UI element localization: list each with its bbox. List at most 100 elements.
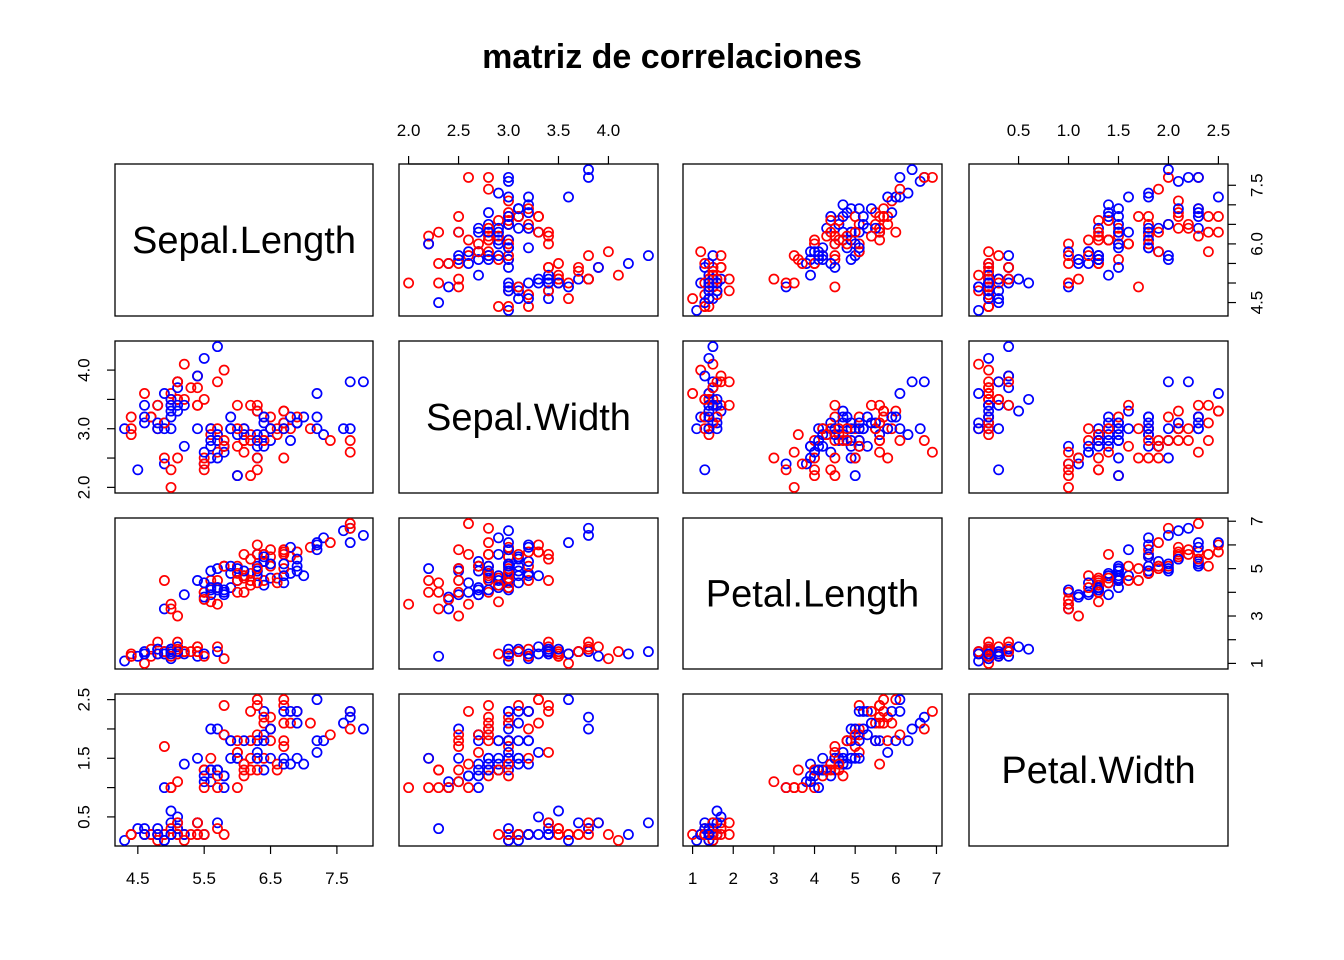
point-47-sepal-width-vs-petal-width bbox=[983, 411, 995, 423]
point-122-sepal-width-vs-sepal-length bbox=[344, 435, 356, 446]
point-93-petal-length-vs-sepal-width bbox=[433, 603, 445, 615]
point-87-petal-width-vs-sepal-length bbox=[251, 764, 263, 776]
point-125-petal-width-vs-sepal-width bbox=[523, 735, 534, 747]
point-137-petal-length-vs-sepal-length bbox=[258, 551, 270, 563]
point-98-petal-width-vs-petal-length bbox=[768, 776, 780, 788]
point-71-petal-length-vs-sepal-length bbox=[238, 586, 250, 598]
point-34-petal-length-vs-sepal-width bbox=[513, 646, 524, 658]
point-131-petal-length-vs-sepal-width bbox=[583, 529, 594, 541]
point-51-sepal-length-vs-petal-width bbox=[1113, 222, 1124, 234]
point-147-petal-width-vs-sepal-length bbox=[265, 723, 276, 735]
point-23-petal-length-vs-petal-width bbox=[1013, 641, 1025, 653]
point-23-sepal-width-vs-petal-width bbox=[1013, 405, 1025, 417]
point-65-sepal-length-vs-petal-length bbox=[825, 211, 837, 222]
point-129-petal-width-vs-sepal-length bbox=[311, 746, 323, 758]
point-83-sepal-width-vs-sepal-length bbox=[231, 440, 243, 452]
point-54-sepal-length-vs-sepal-width bbox=[483, 218, 494, 230]
point-147-sepal-width-vs-petal-length bbox=[857, 423, 869, 435]
point-117-petal-length-vs-petal-width bbox=[1182, 522, 1194, 534]
point-103-petal-length-vs-sepal-width bbox=[493, 548, 504, 560]
point-135-petal-length-vs-sepal-length bbox=[344, 537, 356, 549]
tick-label-top-sepal-width-3: 3.5 bbox=[547, 121, 571, 140]
point-143-petal-length-vs-petal-width bbox=[1192, 541, 1204, 553]
point-26-petal-width-vs-petal-length bbox=[711, 817, 723, 829]
point-85-petal-length-vs-sepal-length bbox=[231, 575, 243, 586]
tick-label-bottom-petal-length-3: 4 bbox=[810, 869, 819, 888]
point-67-sepal-length-vs-petal-width bbox=[1063, 246, 1074, 258]
point-131-petal-width-vs-sepal-width bbox=[583, 723, 594, 735]
point-104-sepal-width-vs-petal-width bbox=[1182, 423, 1194, 435]
point-85-sepal-length-vs-sepal-width bbox=[543, 238, 554, 250]
point-143-sepal-width-vs-petal-width bbox=[1192, 411, 1204, 423]
point-52-petal-length-vs-sepal-length bbox=[291, 565, 303, 577]
point-90-sepal-length-vs-petal-width bbox=[1083, 258, 1094, 269]
point-72-petal-width-vs-sepal-width bbox=[453, 752, 465, 764]
point-122-petal-width-vs-petal-length bbox=[918, 723, 930, 735]
point-30-sepal-width-vs-petal-length bbox=[711, 417, 723, 429]
point-16-petal-length-vs-sepal-width bbox=[592, 650, 604, 662]
point-48-sepal-width-vs-petal-length bbox=[707, 382, 719, 394]
point-48-sepal-length-vs-sepal-width bbox=[573, 265, 584, 277]
point-145-petal-width-vs-petal-length bbox=[857, 705, 869, 717]
point-79-petal-length-vs-sepal-length bbox=[212, 598, 223, 610]
point-87-petal-width-vs-sepal-width bbox=[433, 764, 445, 776]
point-72-sepal-width-vs-petal-length bbox=[845, 452, 857, 464]
point-96-sepal-length-vs-petal-length bbox=[817, 250, 829, 262]
point-6-petal-width-vs-sepal-length bbox=[139, 823, 150, 835]
point-108-petal-width-vs-sepal-length bbox=[278, 735, 290, 747]
point-44-petal-width-vs-sepal-length bbox=[172, 817, 184, 829]
point-89-petal-width-vs-sepal-width bbox=[453, 764, 465, 776]
point-149-petal-width-vs-sepal-width bbox=[503, 735, 514, 747]
point-27-sepal-width-vs-sepal-length bbox=[178, 393, 190, 405]
point-145-petal-length-vs-petal-width bbox=[1192, 558, 1204, 570]
point-114-sepal-length-vs-petal-width bbox=[1202, 246, 1214, 258]
point-118-sepal-length-vs-petal-length bbox=[926, 171, 938, 183]
point-136-sepal-width-vs-sepal-length bbox=[251, 399, 263, 411]
point-68-sepal-length-vs-petal-width bbox=[1113, 230, 1124, 242]
point-104-petal-width-vs-sepal-width bbox=[503, 711, 514, 723]
point-109-petal-width-vs-petal-length bbox=[894, 694, 906, 706]
point-135-sepal-length-vs-sepal-width bbox=[503, 171, 514, 183]
point-98-petal-length-vs-sepal-length bbox=[172, 610, 184, 622]
point-3-sepal-width-vs-sepal-length bbox=[139, 417, 150, 429]
point-37-petal-length-vs-sepal-width bbox=[563, 648, 574, 660]
point-139-sepal-length-vs-petal-length bbox=[865, 203, 877, 215]
point-56-petal-length-vs-sepal-width bbox=[533, 570, 544, 582]
point-1-sepal-width-vs-sepal-length bbox=[158, 423, 170, 435]
point-44-sepal-length-vs-petal-width bbox=[1003, 273, 1015, 285]
point-28-sepal-length-vs-sepal-width bbox=[543, 269, 554, 281]
point-57-petal-width-vs-sepal-length bbox=[158, 782, 170, 794]
point-108-petal-length-vs-sepal-width bbox=[453, 544, 465, 556]
point-44-petal-width-vs-petal-length bbox=[723, 817, 735, 829]
point-134-sepal-width-vs-sepal-length bbox=[238, 446, 250, 458]
point-84-sepal-length-vs-sepal-width bbox=[503, 261, 514, 273]
point-76-petal-width-vs-sepal-length bbox=[285, 758, 296, 770]
point-146-sepal-length-vs-petal-width bbox=[1153, 226, 1164, 238]
point-94-sepal-width-vs-sepal-length bbox=[205, 440, 217, 452]
point-37-sepal-length-vs-sepal-width bbox=[563, 281, 574, 293]
point-125-petal-width-vs-sepal-length bbox=[311, 735, 323, 747]
point-126-sepal-width-vs-petal-length bbox=[841, 435, 853, 446]
point-43-sepal-width-vs-petal-length bbox=[711, 393, 723, 405]
point-91-sepal-width-vs-petal-length bbox=[833, 423, 845, 435]
point-117-sepal-width-vs-petal-length bbox=[918, 376, 930, 388]
point-130-sepal-length-vs-sepal-width bbox=[483, 183, 494, 195]
point-113-sepal-width-vs-petal-width bbox=[1162, 452, 1174, 464]
tick-label-bottom-sepal-length-3: 7.5 bbox=[325, 869, 349, 888]
point-130-petal-length-vs-petal-width bbox=[1153, 537, 1164, 549]
point-110-petal-width-vs-sepal-width bbox=[523, 723, 534, 735]
point-58-petal-width-vs-sepal-length bbox=[271, 764, 283, 776]
point-76-petal-width-vs-sepal-width bbox=[483, 758, 494, 770]
point-71-sepal-length-vs-petal-length bbox=[809, 234, 820, 246]
point-107-petal-length-vs-sepal-width bbox=[493, 532, 504, 544]
point-117-petal-width-vs-petal-length bbox=[918, 711, 930, 723]
point-144-petal-length-vs-sepal-length bbox=[278, 546, 290, 558]
point-75-sepal-length-vs-petal-length bbox=[825, 215, 837, 226]
point-56-sepal-width-vs-petal-width bbox=[1123, 405, 1134, 417]
point-22-sepal-length-vs-sepal-width bbox=[563, 293, 574, 305]
point-145-sepal-length-vs-petal-width bbox=[1192, 211, 1204, 222]
tick-label-top-petal-width-3: 2.0 bbox=[1157, 121, 1181, 140]
point-35-sepal-width-vs-petal-length bbox=[695, 411, 707, 423]
point-62-sepal-width-vs-petal-width bbox=[1063, 470, 1074, 482]
point-32-sepal-length-vs-petal-width bbox=[973, 269, 985, 281]
